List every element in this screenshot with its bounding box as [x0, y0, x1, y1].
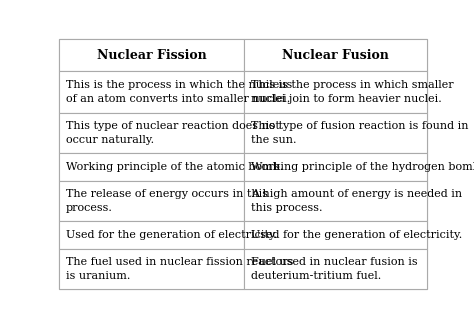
Bar [244, 39, 427, 71]
Bar [244, 113, 427, 153]
Text: This type of nuclear reaction does not
occur naturally.: This type of nuclear reaction does not o… [66, 121, 280, 145]
Bar [59, 113, 244, 153]
Text: Working principle of the atomic bomb.: Working principle of the atomic bomb. [66, 162, 283, 172]
Text: Nuclear Fusion: Nuclear Fusion [282, 49, 389, 62]
Text: This is the process in which the nucleus
of an atom converts into smaller nuclei: This is the process in which the nucleus… [66, 80, 292, 104]
Text: This is the process in which smaller
nuclei join to form heavier nuclei.: This is the process in which smaller nuc… [251, 80, 453, 104]
Text: The fuel used in nuclear fission reactors
is uranium.: The fuel used in nuclear fission reactor… [66, 257, 293, 281]
Bar [244, 221, 427, 249]
Text: Fuel used in nuclear fusion is
deuterium-tritium fuel.: Fuel used in nuclear fusion is deuterium… [251, 257, 417, 281]
Bar [59, 221, 244, 249]
Bar [59, 39, 244, 71]
Text: Used for the generation of electricity.: Used for the generation of electricity. [66, 230, 277, 240]
Bar [59, 71, 244, 113]
Bar [244, 181, 427, 221]
Text: This type of fusion reaction is found in
the sun.: This type of fusion reaction is found in… [251, 121, 468, 145]
Bar [59, 181, 244, 221]
Bar [244, 71, 427, 113]
Text: Used for the generation of electricity.: Used for the generation of electricity. [251, 230, 462, 240]
Text: A high amount of energy is needed in
this process.: A high amount of energy is needed in thi… [251, 189, 462, 213]
Bar [59, 153, 244, 181]
Text: The release of energy occurs in this
process.: The release of energy occurs in this pro… [66, 189, 268, 213]
Text: Working principle of the hydrogen bomb.: Working principle of the hydrogen bomb. [251, 162, 474, 172]
Bar [244, 249, 427, 289]
Bar [59, 249, 244, 289]
Text: Nuclear Fission: Nuclear Fission [97, 49, 207, 62]
Bar [244, 153, 427, 181]
